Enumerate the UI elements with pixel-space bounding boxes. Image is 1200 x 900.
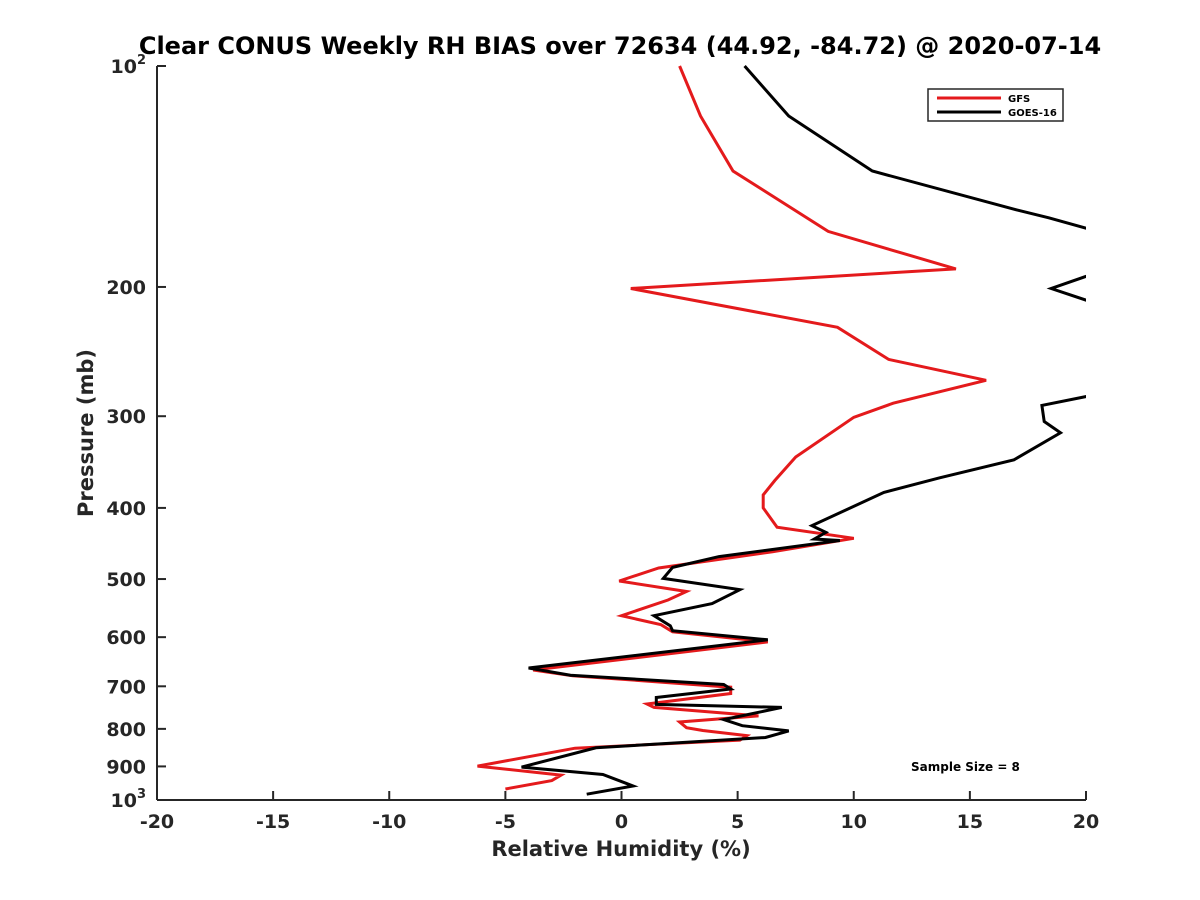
- y-tick-label: 200: [106, 277, 146, 299]
- x-axis-label: Relative Humidity (%): [491, 837, 750, 861]
- x-tick-label: -10: [372, 811, 406, 833]
- x-tick-label: 10: [841, 811, 867, 833]
- y-axis-label: Pressure (mb): [74, 349, 98, 517]
- y-tick-label: 600: [106, 627, 146, 649]
- series-line-goes-16: [521, 65, 1086, 796]
- chart-title: Clear CONUS Weekly RH BIAS over 72634 (4…: [139, 32, 1101, 60]
- x-tick-label: -20: [140, 811, 174, 833]
- x-tick-label: -15: [256, 811, 290, 833]
- y-tick-label: 103: [111, 787, 147, 812]
- y-tick-label: 700: [106, 676, 146, 698]
- y-tick-label: 102: [111, 53, 147, 78]
- x-tick-label: 0: [615, 811, 628, 833]
- series-layer: [477, 65, 1086, 796]
- x-tick-label: 5: [731, 811, 744, 833]
- y-tick-label: 300: [106, 406, 146, 428]
- x-tick-label: 20: [1073, 811, 1099, 833]
- y-tick-label: 500: [106, 569, 146, 591]
- y-tick-label: 900: [106, 756, 146, 778]
- y-tick-label: 400: [106, 498, 146, 520]
- legend-box: [927, 88, 1064, 122]
- axes: -20 -15 -10 -5 0 5 10 15 20 102 200 300 400 500 600 700…: [106, 53, 1099, 833]
- legend-label: GFS: [1008, 94, 1030, 105]
- y-tick-label: 800: [106, 719, 146, 741]
- x-tick-label: 15: [957, 811, 983, 833]
- series-line-gfs: [477, 65, 987, 791]
- legend: GFS GOES-16: [927, 88, 1064, 122]
- legend-label: GOES-16: [1008, 108, 1057, 119]
- sample-size-annotation: Sample Size = 8: [911, 760, 1020, 774]
- x-tick-label: -5: [495, 811, 516, 833]
